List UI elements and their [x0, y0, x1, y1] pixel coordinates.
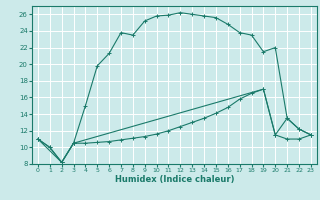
- X-axis label: Humidex (Indice chaleur): Humidex (Indice chaleur): [115, 175, 234, 184]
